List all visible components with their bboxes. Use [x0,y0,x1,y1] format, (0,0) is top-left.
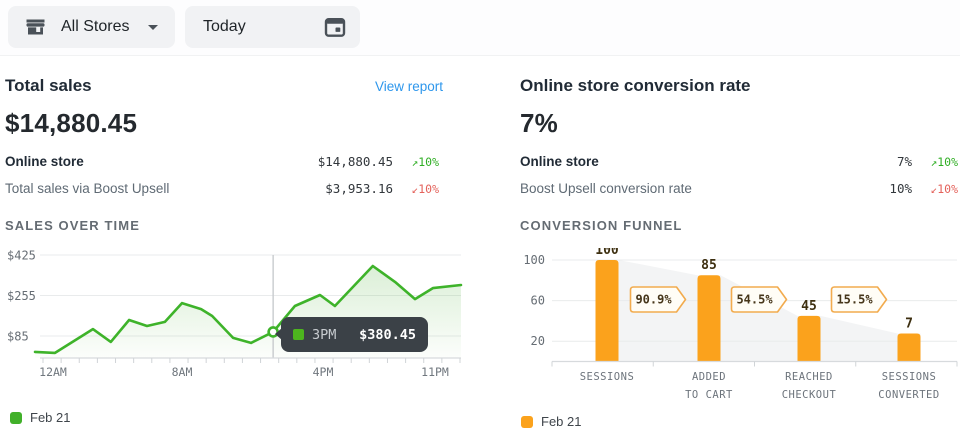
legend-label: Feb 21 [541,414,582,429]
svg-text:$85: $85 [7,329,29,343]
svg-text:$255: $255 [7,289,36,303]
metric-change-up: ↗10% [411,155,439,169]
svg-text:4PM: 4PM [313,365,334,379]
svg-text:60: 60 [531,294,545,308]
legend-label: Feb 21 [30,410,71,425]
view-report-link[interactable]: View report [374,79,443,94]
svg-text:12AM: 12AM [39,365,67,379]
trend-down-icon: ↙ [930,183,938,196]
total-sales-card: Total sales View report $14,880.45 Onlin… [5,70,463,431]
metric-value: 10% [889,181,912,196]
svg-text:100: 100 [595,248,619,258]
topbar: All Stores Today [0,0,960,55]
metric-row-boost-upsell: Boost Upsell conversion rate 10% ↙10% [520,181,958,196]
svg-text:11PM: 11PM [421,365,449,379]
total-sales-value: $14,880.45 [5,108,138,138]
metric-label: Total sales via Boost Upsell [5,181,170,196]
funnel-legend: Feb 21 [521,414,581,429]
svg-text:90.9%: 90.9% [635,293,672,307]
metric-row-online-store: Online store $14,880.45 ↗10% [5,154,439,169]
storefront-icon [26,19,45,35]
chevron-down-icon [148,24,158,30]
date-selector-label: Today [203,18,246,35]
svg-text:100: 100 [523,253,545,267]
svg-text:ADDED: ADDED [692,371,726,383]
tooltip-series-swatch [293,329,304,340]
svg-text:CHECKOUT: CHECKOUT [782,389,837,401]
total-sales-title: Total sales [5,76,92,95]
metric-value: $3,953.16 [325,181,393,196]
store-selector-button[interactable]: All Stores [8,6,175,48]
conversion-rate-title: Online store conversion rate [520,76,751,95]
tooltip-time: 3PM [312,326,337,343]
metric-row-boost-upsell: Total sales via Boost Upsell $3,953.16 ↙… [5,181,439,196]
conversion-rate-value: 7% [520,108,558,138]
metric-value: 7% [896,154,912,169]
calendar-icon [324,18,346,37]
metric-change-down: ↙10% [411,182,439,196]
metric-change-down: ↙10% [930,182,958,196]
svg-text:20: 20 [531,334,545,348]
svg-text:85: 85 [701,258,717,273]
sales-over-time-title: SALES OVER TIME [5,218,140,233]
conversion-rate-card: Online store conversion rate 7% Online s… [520,70,958,431]
svg-text:SESSIONS: SESSIONS [882,371,937,383]
sales-legend: Feb 21 [10,410,70,425]
legend-swatch-green [10,411,22,424]
svg-text:TO CART: TO CART [685,389,733,401]
conversion-funnel-title: CONVERSION FUNNEL [520,218,683,233]
svg-text:54.5%: 54.5% [736,293,773,307]
svg-text:15.5%: 15.5% [836,293,873,307]
svg-text:7: 7 [905,317,913,332]
metric-label: Online store [520,154,599,169]
store-selector-label: All Stores [61,18,130,35]
trend-down-icon: ↙ [411,183,419,196]
svg-text:SESSIONS: SESSIONS [580,371,635,383]
svg-text:8AM: 8AM [172,365,193,379]
chart-tooltip: 3PM $380.45 [275,317,428,352]
trend-up-icon: ↗ [930,156,938,169]
svg-text:REACHED: REACHED [785,371,833,383]
tooltip-value: $380.45 [359,326,416,343]
svg-text:45: 45 [801,299,817,314]
trend-up-icon: ↗ [411,156,419,169]
metric-value: $14,880.45 [317,154,393,169]
svg-text:CONVERTED: CONVERTED [878,389,939,401]
tooltip-caret-icon [275,328,282,340]
metric-label: Boost Upsell conversion rate [520,181,692,196]
metric-label: Online store [5,154,84,169]
legend-swatch-orange [521,415,533,428]
metric-change-up: ↗10% [930,155,958,169]
svg-text:$425: $425 [7,249,36,263]
metric-row-online-store: Online store 7% ↗10% [520,154,958,169]
date-selector-button[interactable]: Today [185,6,360,48]
conversion-funnel-chart[interactable]: 100 60 20 100 85 45 7 90.9% 54.5% 15.5% SESSIONS AD… [520,248,960,408]
